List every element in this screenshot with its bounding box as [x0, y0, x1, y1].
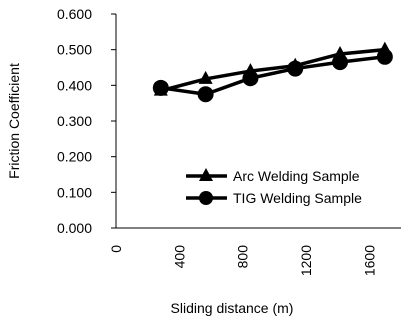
- x-axis-label: Sliding distance (m): [171, 300, 294, 316]
- x-tick-label: 400: [171, 245, 187, 269]
- x-tick-label: 1200: [298, 245, 314, 276]
- series-line: [160, 47, 386, 93]
- x-tick-label: 800: [235, 245, 251, 269]
- data-point-circle: [152, 79, 169, 96]
- y-tick-label: 0.200: [57, 149, 92, 165]
- x-tick-label: 0: [108, 245, 124, 253]
- y-tick-label: 0.400: [57, 77, 92, 93]
- series-2: [152, 48, 393, 103]
- data-point-circle: [332, 54, 349, 71]
- y-axis-label: Friction Coefficient: [6, 63, 22, 179]
- legend-label: TIG Welding Sample: [233, 190, 362, 206]
- y-tick-label: 0.500: [57, 42, 92, 58]
- legend: Arc Welding Sample TIG Welding Sample: [186, 168, 362, 206]
- y-tick-label: 0.300: [57, 113, 92, 129]
- series-layer: [152, 41, 393, 103]
- data-point-circle: [287, 60, 304, 77]
- legend-label: Arc Welding Sample: [233, 168, 360, 184]
- legend-marker-triangle: [199, 168, 213, 181]
- x-axis-ticks: 0 400 800 1200 1600: [108, 245, 377, 276]
- data-point-triangle: [198, 70, 213, 84]
- data-point-circle: [376, 48, 393, 65]
- legend-marker-circle: [199, 191, 213, 205]
- data-point-circle: [197, 86, 214, 103]
- series-line: [160, 55, 386, 96]
- y-tick-label: 0.000: [57, 220, 92, 236]
- x-tick-label: 1600: [361, 245, 377, 276]
- y-axis-ticks: 0.000 0.100 0.200 0.300 0.400 0.500 0.600: [57, 6, 116, 236]
- series-1: [153, 41, 392, 96]
- y-tick-label: 0.600: [57, 6, 92, 22]
- y-tick-label: 0.100: [57, 184, 92, 200]
- data-point-circle: [242, 70, 259, 87]
